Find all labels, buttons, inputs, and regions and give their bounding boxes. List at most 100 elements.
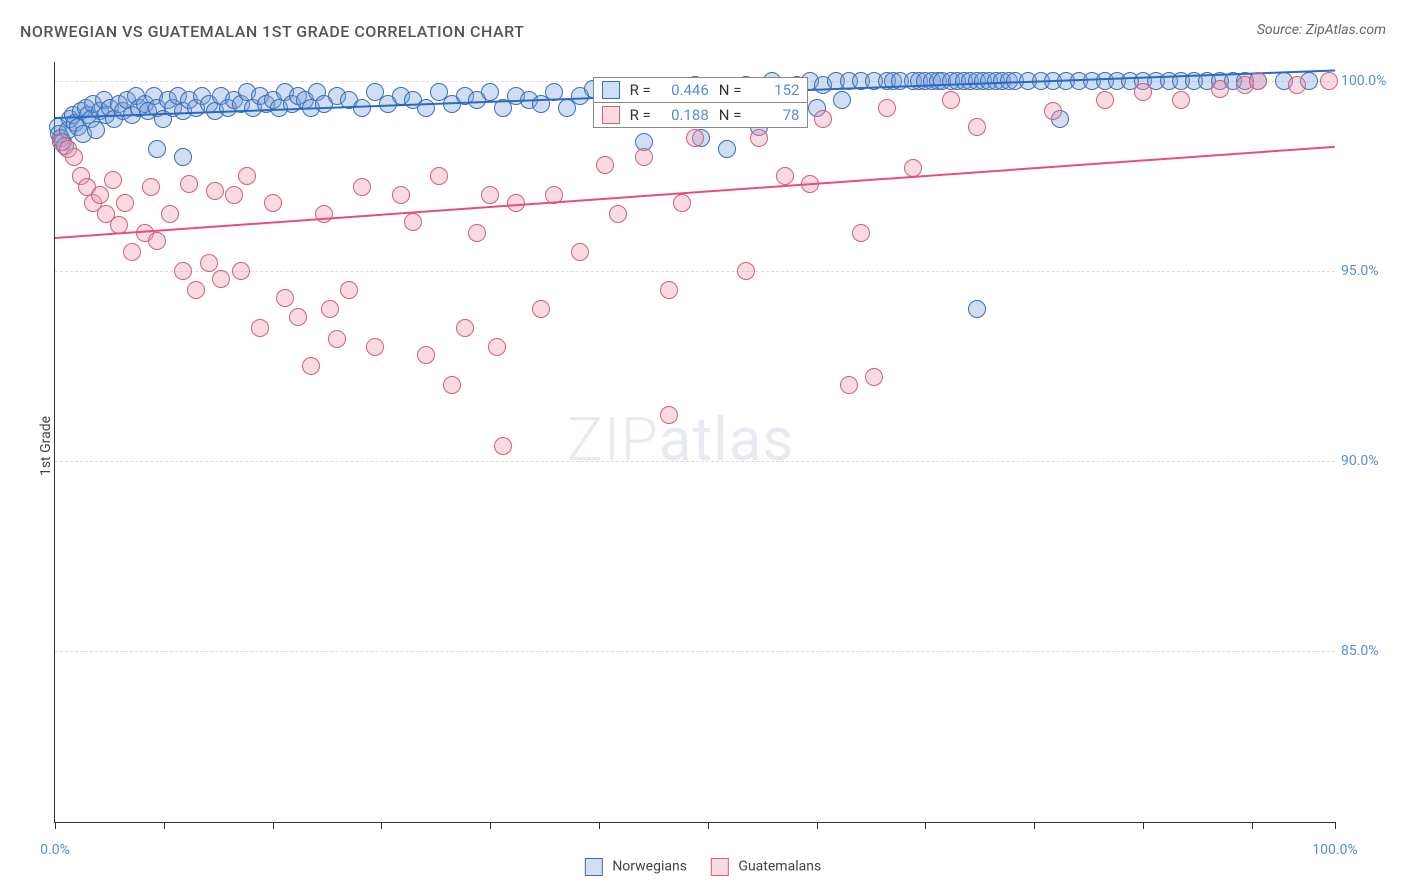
scatter-point — [456, 319, 474, 337]
y-tick-label: 90.0% — [1341, 453, 1395, 469]
scatter-point — [635, 148, 653, 166]
correlation-box: R = 0.446 N = 152 — [593, 77, 809, 103]
scatter-point — [494, 437, 512, 455]
legend-item-guatemalans: Guatemalans — [711, 858, 821, 876]
x-tick — [708, 822, 709, 829]
y-tick-label: 100.0% — [1341, 73, 1395, 89]
scatter-point — [238, 167, 256, 185]
y-tick-label: 85.0% — [1341, 643, 1395, 659]
x-tick-label: 0.0% — [40, 842, 70, 858]
scatter-point — [87, 121, 105, 139]
x-tick-label: 100.0% — [1312, 842, 1357, 858]
scatter-point — [718, 140, 736, 158]
scatter-point — [1044, 102, 1062, 120]
scatter-point — [814, 110, 832, 128]
y-axis-label: 1st Grade — [38, 416, 54, 476]
scatter-point — [174, 262, 192, 280]
scatter-point — [865, 368, 883, 386]
scatter-plot-area: ZIPatlas 85.0%90.0%95.0%100.0%0.0%100.0%… — [54, 62, 1335, 823]
corr-r-value: 0.446 — [661, 81, 709, 99]
x-tick — [817, 822, 818, 829]
scatter-point — [750, 129, 768, 147]
scatter-point — [660, 281, 678, 299]
scatter-point — [481, 186, 499, 204]
scatter-point — [161, 205, 179, 223]
scatter-point — [302, 357, 320, 375]
x-tick — [164, 822, 165, 829]
scatter-point — [225, 186, 243, 204]
scatter-point — [187, 281, 205, 299]
corr-n-value: 152 — [751, 81, 799, 99]
corr-r-label: R = — [630, 81, 651, 99]
scatter-point — [392, 186, 410, 204]
scatter-point — [507, 194, 525, 212]
scatter-point — [1288, 76, 1306, 94]
scatter-point — [776, 167, 794, 185]
scatter-point — [840, 376, 858, 394]
correlation-box: R = 0.188 N = 78 — [593, 102, 809, 128]
scatter-point — [174, 148, 192, 166]
corr-r-value: 0.188 — [661, 106, 709, 124]
scatter-point — [1211, 80, 1229, 98]
legend-label-guatemalans: Guatemalans — [738, 859, 821, 875]
scatter-point — [571, 243, 589, 261]
legend-label-norwegians: Norwegians — [612, 859, 687, 875]
trend-line — [55, 146, 1335, 239]
corr-n-label: N = — [719, 106, 742, 124]
x-tick — [273, 822, 274, 829]
scatter-point — [148, 232, 166, 250]
scatter-point — [276, 289, 294, 307]
scatter-point — [148, 140, 166, 158]
scatter-point — [968, 118, 986, 136]
scatter-point — [417, 99, 435, 117]
corr-swatch — [602, 106, 620, 124]
scatter-point — [686, 129, 704, 147]
watermark-zip: ZIP — [567, 404, 659, 475]
x-tick — [381, 822, 382, 829]
scatter-point — [180, 175, 198, 193]
scatter-point — [968, 300, 986, 318]
x-tick — [1143, 822, 1144, 829]
scatter-point — [328, 330, 346, 348]
watermark-atlas: atlas — [659, 404, 794, 475]
corr-n-value: 78 — [751, 106, 799, 124]
scatter-point — [833, 91, 851, 109]
scatter-point — [673, 194, 691, 212]
corr-r-label: R = — [630, 106, 651, 124]
scatter-point — [596, 156, 614, 174]
scatter-point — [321, 300, 339, 318]
x-tick — [1252, 822, 1253, 829]
scatter-point — [1134, 83, 1152, 101]
scatter-point — [123, 243, 141, 261]
scatter-point — [206, 182, 224, 200]
scatter-point — [116, 194, 134, 212]
scatter-point — [264, 194, 282, 212]
scatter-point — [366, 338, 384, 356]
scatter-point — [251, 319, 269, 337]
scatter-point — [417, 346, 435, 364]
legend-swatch-norwegians — [585, 858, 603, 876]
scatter-point — [289, 308, 307, 326]
scatter-point — [481, 83, 499, 101]
scatter-point — [737, 262, 755, 280]
scatter-point — [404, 213, 422, 231]
scatter-point — [1172, 91, 1190, 109]
scatter-point — [852, 224, 870, 242]
scatter-point — [942, 91, 960, 109]
scatter-point — [212, 270, 230, 288]
grid-line — [55, 461, 1335, 462]
scatter-point — [340, 281, 358, 299]
scatter-point — [609, 205, 627, 223]
scatter-point — [660, 406, 678, 424]
scatter-point — [878, 99, 896, 117]
scatter-point — [65, 148, 83, 166]
x-tick — [490, 822, 491, 829]
y-tick-label: 95.0% — [1341, 263, 1395, 279]
corr-swatch — [602, 81, 620, 99]
legend: Norwegians Guatemalans — [585, 858, 821, 876]
scatter-point — [430, 167, 448, 185]
corr-n-label: N = — [719, 81, 742, 99]
watermark: ZIPatlas — [567, 404, 794, 475]
scatter-point — [443, 376, 461, 394]
chart-title: NORWEGIAN VS GUATEMALAN 1ST GRADE CORREL… — [20, 22, 524, 41]
